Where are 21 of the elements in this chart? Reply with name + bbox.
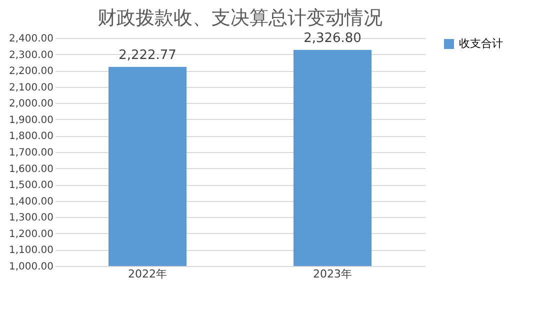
- y-tick-label: 1,600.00: [8, 164, 54, 175]
- y-tick-label: 1,800.00: [8, 131, 54, 142]
- y-tick-label: 2,000.00: [8, 98, 54, 110]
- legend-label: 收支合计: [459, 37, 503, 50]
- x-tick-label: 2022年: [128, 268, 167, 280]
- y-tick-label: 1,300.00: [8, 212, 54, 224]
- chart-title: 财政拨款收、支决算总计变动情况: [98, 6, 382, 29]
- y-tick-label: 2,400.00: [8, 34, 54, 44]
- y-tick-label: 1,400.00: [8, 196, 54, 208]
- y-tick-label: 1,900.00: [8, 114, 54, 126]
- y-tick-label: 1,100.00: [8, 245, 54, 256]
- y-tick-label: 1,200.00: [8, 228, 54, 240]
- y-tick-label: 1,000.00: [8, 262, 54, 272]
- y-tick-label: 1,700.00: [8, 148, 54, 158]
- x-tick-label: 2023年: [313, 268, 352, 280]
- text: 2,326.80: [304, 30, 362, 46]
- y-tick-label: 2,300.00: [8, 50, 54, 61]
- y-tick-label: 2,200.00: [8, 66, 54, 78]
- text: 2,222.77: [118, 48, 176, 63]
- y-tick-label: 1,500.00: [8, 180, 54, 192]
- y-tick-label: 2,100.00: [8, 82, 54, 94]
